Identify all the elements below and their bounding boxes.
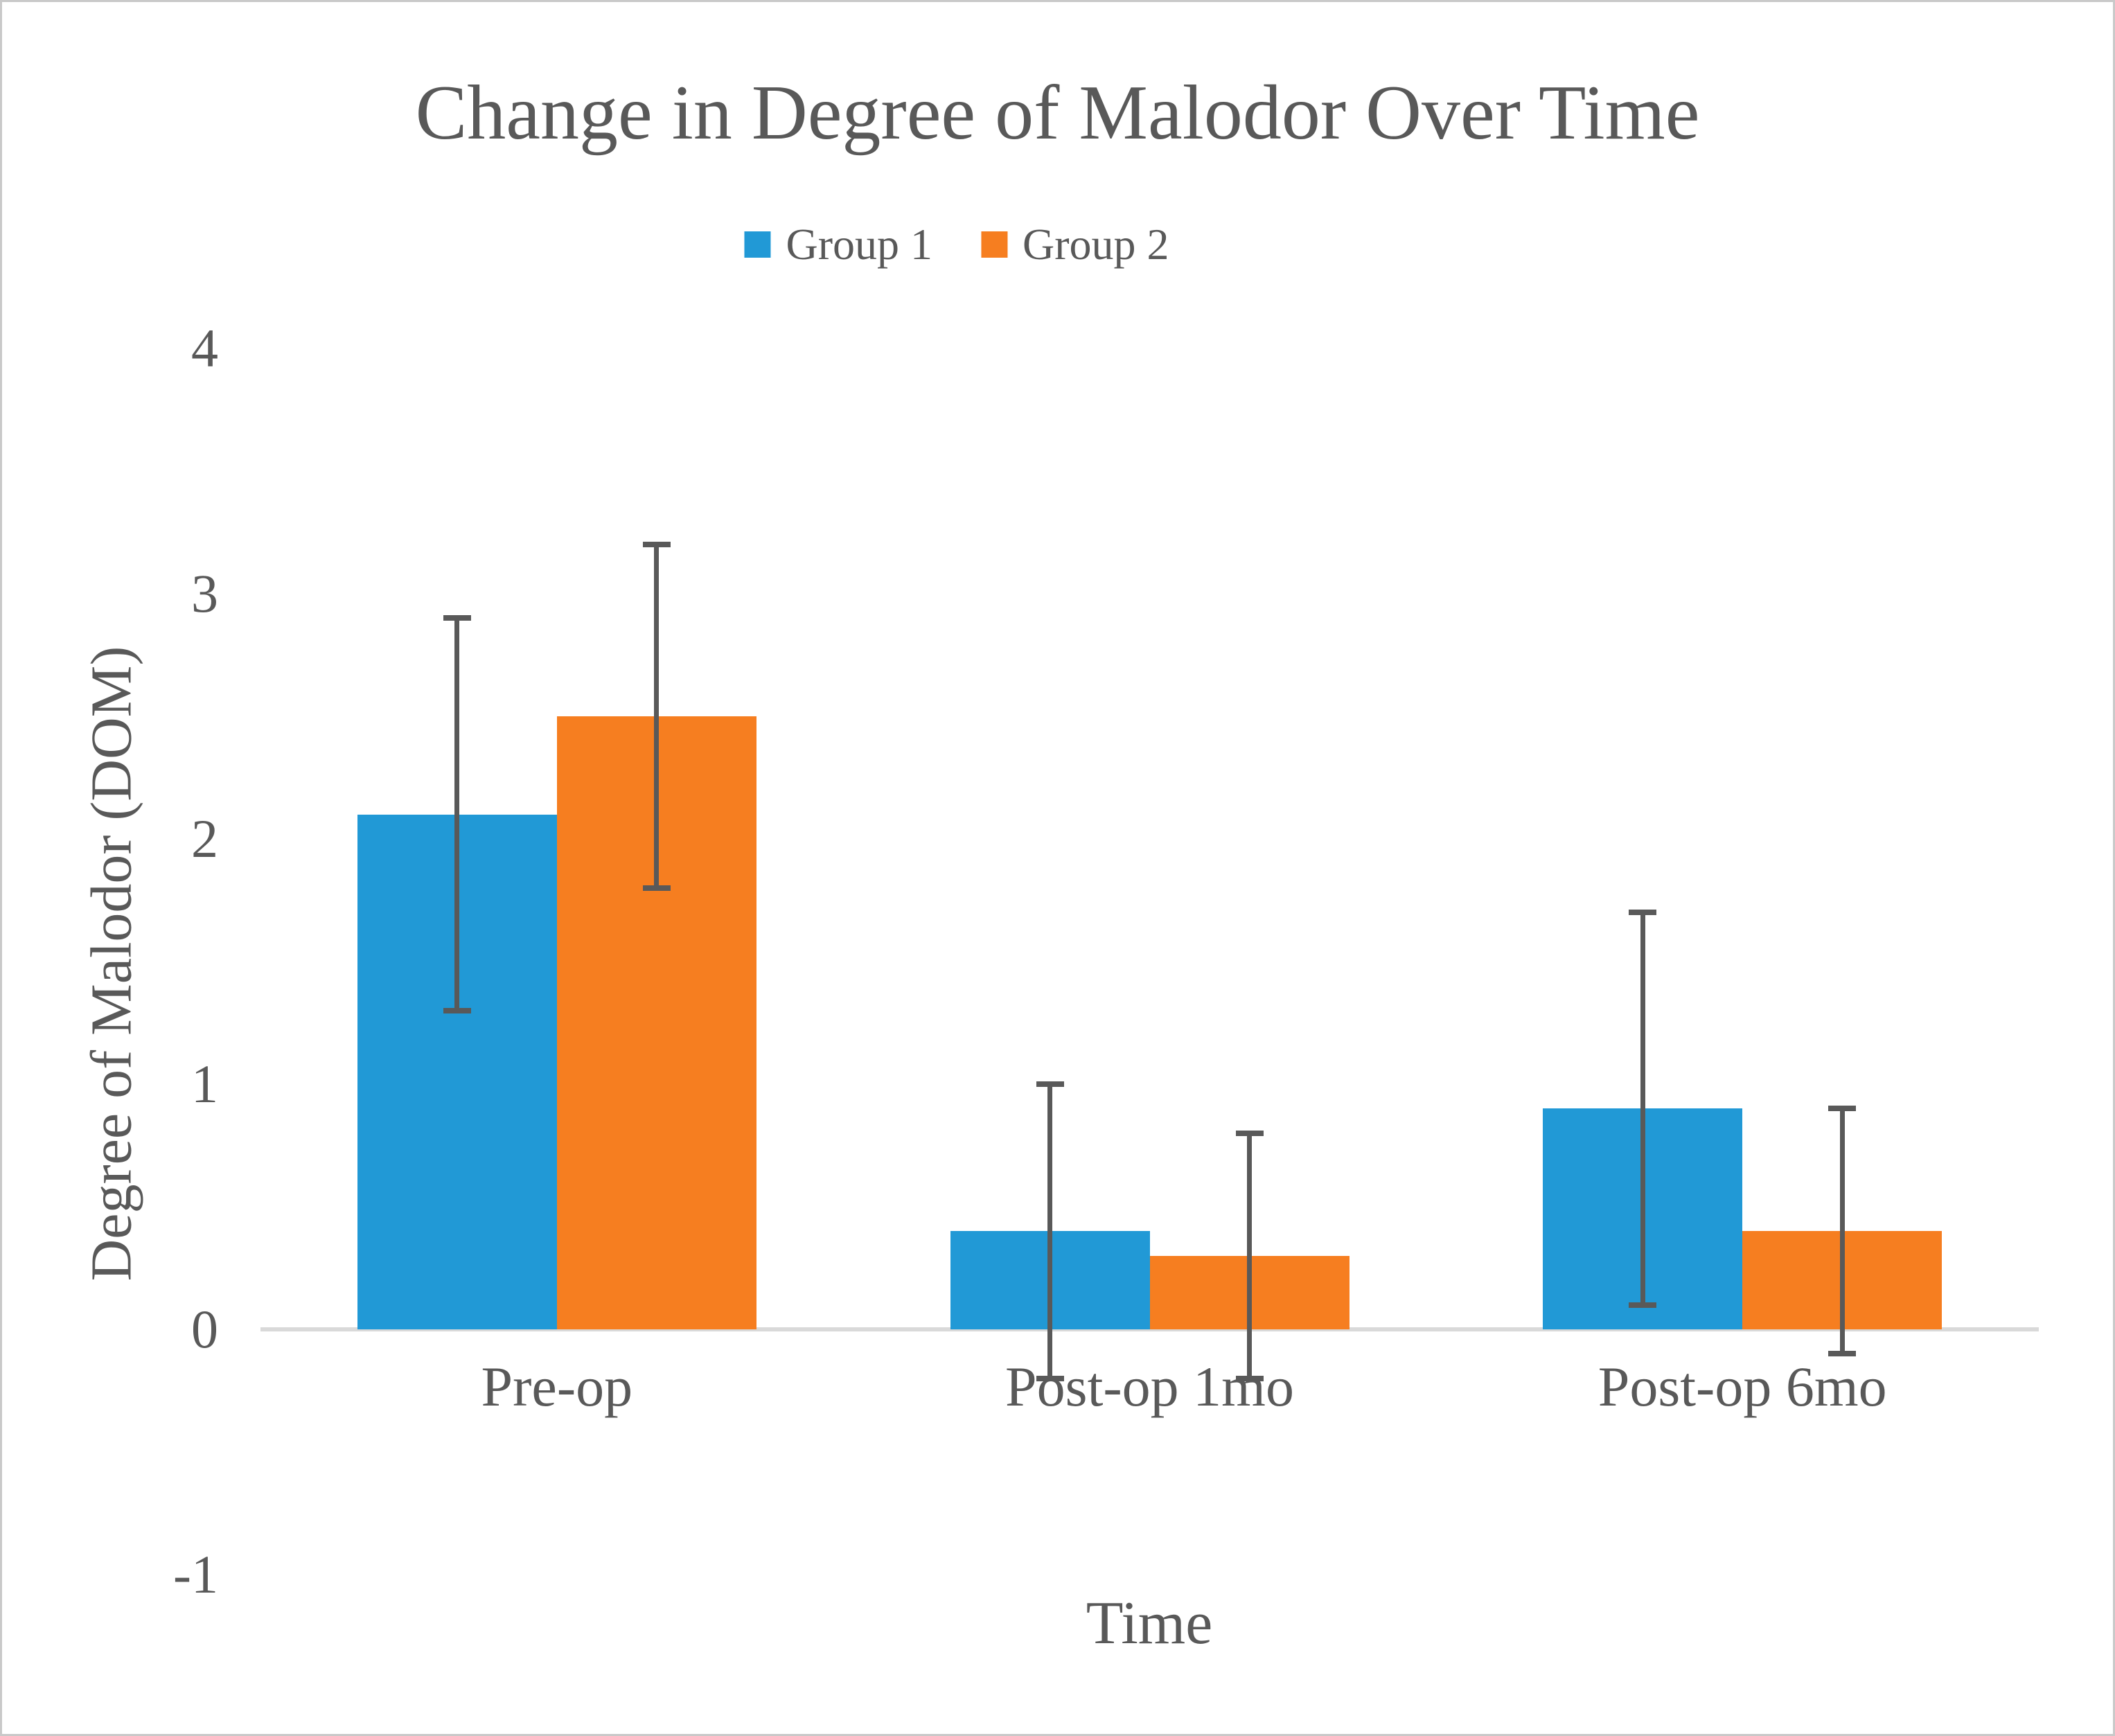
y-axis-title: Degree of Malodor (DOM)	[79, 646, 144, 1282]
chart-title: Change in Degree of Malodor Over Time	[415, 70, 1700, 156]
y-tick-label: 3	[191, 563, 218, 623]
y-tick-label: 0	[191, 1299, 218, 1359]
group2-swatch-icon	[981, 231, 1007, 258]
x-tick-label: Post-op 6mo	[1598, 1355, 1887, 1418]
legend-item-group1: Group 1	[744, 222, 932, 267]
error-bar-cap	[443, 615, 471, 621]
error-bar-cap	[642, 885, 671, 891]
error-bar	[1839, 1108, 1845, 1354]
y-tick-label: -1	[173, 1544, 218, 1604]
error-bar	[1640, 912, 1645, 1305]
x-axis-title: Time	[1086, 1590, 1213, 1657]
error-bar-cap	[443, 1007, 471, 1013]
x-tick-label: Post-op 1mo	[1005, 1355, 1294, 1418]
error-bar	[454, 618, 460, 1011]
error-bar-cap	[1235, 1130, 1264, 1136]
error-bar-cap	[1036, 1081, 1064, 1087]
error-bar-cap	[1235, 1375, 1264, 1381]
legend-item-group2: Group 2	[981, 222, 1169, 267]
error-bar-cap	[1629, 910, 1657, 916]
x-axis-line	[260, 1327, 2039, 1331]
legend-label-group1: Group 1	[786, 220, 932, 269]
group1-swatch-icon	[744, 231, 771, 258]
legend: Group 1 Group 2	[744, 222, 1169, 267]
error-bar-cap	[642, 542, 671, 548]
error-bar	[1047, 1084, 1052, 1379]
error-bar-cap	[1629, 1302, 1657, 1308]
y-tick-label: 2	[191, 808, 218, 869]
error-bar-cap	[1828, 1351, 1857, 1357]
error-bar-cap	[1828, 1106, 1857, 1112]
error-bar	[1247, 1133, 1252, 1379]
y-tick-label: 4	[191, 318, 218, 378]
legend-label-group2: Group 2	[1023, 220, 1169, 269]
x-tick-label: Pre-op	[481, 1355, 633, 1418]
error-bar	[654, 544, 660, 888]
error-bar-cap	[1036, 1375, 1064, 1381]
y-tick-label: 1	[191, 1054, 218, 1114]
